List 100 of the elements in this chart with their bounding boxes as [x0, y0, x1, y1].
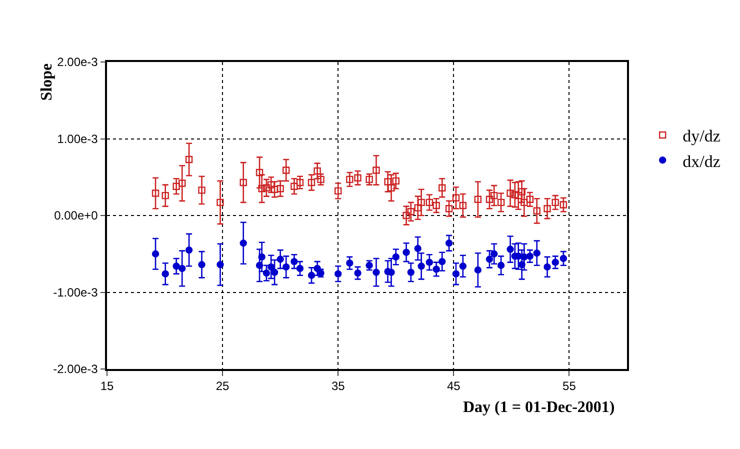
y-tick-label: -1.00e-3 [53, 285, 98, 300]
point [178, 264, 186, 272]
point [216, 261, 224, 268]
point [452, 270, 460, 278]
y-tick-label: 0.00e+0 [54, 208, 98, 223]
point [354, 174, 362, 182]
point [372, 268, 380, 276]
point [426, 198, 433, 206]
point [560, 254, 568, 262]
point [418, 262, 425, 270]
point [518, 261, 526, 268]
point [474, 196, 482, 203]
point [334, 270, 342, 278]
point [262, 184, 270, 192]
point [262, 269, 270, 277]
point [392, 177, 400, 185]
x-tick-label: 35 [331, 379, 346, 394]
point [366, 176, 373, 184]
point [240, 240, 247, 247]
y-tick-label: -2.00e-3 [53, 362, 98, 376]
point [267, 263, 275, 271]
point [438, 258, 446, 266]
point [296, 178, 304, 186]
point [162, 270, 169, 278]
point [317, 176, 324, 184]
point [533, 250, 540, 257]
point [172, 262, 180, 270]
point [490, 250, 498, 258]
point [290, 258, 298, 266]
point [198, 261, 206, 268]
point [346, 176, 354, 184]
point [388, 268, 395, 276]
point [152, 250, 160, 258]
point [407, 268, 415, 276]
point [459, 262, 467, 270]
point [402, 212, 410, 220]
point [544, 204, 551, 212]
point [290, 182, 298, 190]
point [452, 194, 460, 202]
point [308, 178, 316, 186]
point [520, 253, 528, 261]
point [276, 185, 284, 192]
x-tick-label: 55 [562, 379, 576, 394]
point [414, 204, 422, 212]
point [407, 208, 415, 216]
point [506, 190, 514, 197]
point [372, 166, 380, 174]
point [445, 204, 453, 212]
point [258, 253, 266, 261]
point [172, 182, 180, 190]
legend-label: dy/dz [682, 126, 721, 146]
point [216, 198, 224, 206]
point [185, 156, 193, 164]
point [506, 246, 514, 253]
y-axis-title: Slope [38, 63, 56, 101]
point [258, 185, 266, 192]
point [162, 192, 169, 200]
point [334, 187, 342, 195]
point [314, 167, 321, 175]
point [270, 268, 278, 276]
point [544, 263, 551, 271]
point [296, 264, 304, 272]
point [178, 180, 186, 187]
point [418, 198, 425, 206]
point [459, 202, 467, 210]
legend-label: dx/dz [682, 152, 721, 171]
x-axis-title: Day (1 = 01-Dec-2001) [463, 399, 615, 416]
point [388, 184, 395, 192]
point [256, 168, 264, 176]
point [445, 240, 453, 247]
point [185, 246, 193, 254]
point [490, 192, 498, 200]
point [152, 190, 160, 197]
point [414, 244, 422, 252]
point [486, 196, 494, 203]
point [511, 191, 519, 198]
point [552, 258, 559, 266]
point [497, 198, 505, 206]
point [282, 263, 290, 271]
point [552, 198, 559, 206]
x-tick-label: 45 [446, 379, 461, 394]
point [526, 196, 534, 203]
point [402, 248, 410, 256]
point [474, 266, 482, 274]
point [282, 166, 290, 174]
point [346, 259, 354, 267]
y-tick-label: 2.00e-3 [57, 55, 98, 70]
point [308, 272, 316, 279]
point [533, 207, 540, 214]
point [314, 264, 321, 272]
point [198, 186, 206, 194]
x-tick-label: 25 [216, 379, 230, 394]
point [432, 266, 440, 273]
point [486, 256, 494, 263]
point [240, 178, 247, 186]
point [438, 184, 446, 192]
point [560, 201, 568, 208]
x-tick-label: 15 [100, 379, 114, 394]
point [497, 262, 505, 269]
point [276, 256, 284, 263]
